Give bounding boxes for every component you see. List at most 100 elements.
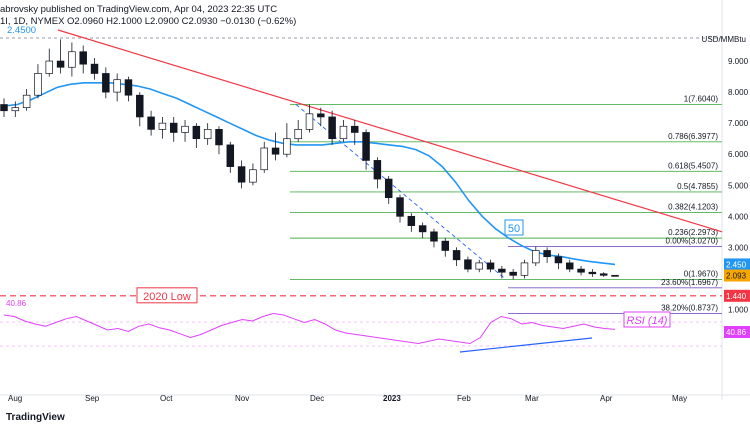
candle-body [384, 178, 393, 199]
candle-body [362, 132, 370, 161]
tradingview-logo: TradingView [6, 412, 65, 423]
candle-body [249, 169, 257, 183]
fib-level-label: 0.618(5.4507) [668, 161, 718, 170]
fib-level-label: 23.60%(1.6967) [661, 278, 718, 287]
candle-body [441, 240, 450, 251]
fib-level-label: 1(7.6040) [684, 94, 719, 103]
candle-body [79, 51, 87, 65]
fib-level-label: 0.786(6.3977) [668, 132, 718, 141]
candle-body [396, 197, 404, 217]
last-price-tag-box [724, 269, 750, 282]
candle-body [339, 125, 348, 140]
rsi-trendline [459, 337, 593, 353]
x-tick-label: May [672, 394, 687, 403]
candle-body [486, 262, 495, 270]
fib-level-label: 0.00%(3.0270) [666, 237, 719, 246]
ma-label-box [504, 219, 524, 236]
candle-body [237, 166, 246, 183]
y-tick-label: 5.000 [728, 181, 749, 190]
x-tick-label: 2023 [383, 394, 401, 403]
last-price-tag: 2.093 [726, 272, 747, 281]
candle-body [260, 147, 268, 171]
rsi-title: RSI (14) [627, 315, 668, 327]
candle-body [0, 104, 8, 112]
candle-body [169, 122, 178, 133]
unit-label: USD/MMBtu [701, 35, 746, 44]
low-2020-label-box [136, 287, 198, 304]
rsi-last-label: 40.86 [726, 328, 747, 337]
x-tick-label: Mar [525, 394, 539, 403]
fib-level-label: 38.20%(0.8737) [661, 303, 718, 312]
candle-body [56, 60, 65, 68]
candle-body [271, 147, 280, 155]
x-tick-label: Oct [160, 394, 173, 403]
candle-body [520, 262, 529, 276]
fib-level-label: 0.236(2.2973) [668, 228, 718, 237]
candle-body [498, 268, 506, 273]
candle-body [351, 125, 359, 133]
rsi-title-box [623, 311, 671, 328]
low-2020-label: 2020 Low [143, 291, 191, 303]
candle-body [34, 73, 42, 96]
candle-body [113, 79, 121, 93]
candle-body [22, 94, 31, 108]
ma-value: 2.4500 [7, 25, 37, 36]
candle-body [283, 138, 291, 155]
candle-body [588, 271, 597, 275]
candle-body [464, 259, 472, 270]
candle-body [509, 271, 517, 276]
candle-body [418, 225, 427, 233]
candle-body [136, 94, 144, 118]
fib-level-label: 0(1.9670) [684, 269, 719, 278]
candle-body [102, 73, 110, 93]
candle-body [90, 63, 99, 74]
candle-body [543, 250, 551, 258]
x-tick-label: Aug [8, 394, 22, 403]
candle-body [45, 60, 54, 74]
candle-body [430, 231, 438, 242]
y-tick-label: 3.000 [728, 243, 749, 252]
candle-body [599, 273, 608, 276]
candle-body [158, 122, 167, 130]
candle-body [532, 250, 540, 264]
y-tick-label: 7.000 [728, 119, 749, 128]
ma-price-tag: 2.450 [726, 260, 747, 269]
candle-body [554, 256, 563, 264]
candle-body [147, 116, 155, 130]
rsi-line [3, 312, 616, 345]
low-price-tag-box [724, 289, 750, 302]
descending-trendline [57, 29, 723, 233]
y-tick-label: 9.000 [728, 57, 749, 66]
x-tick-label: Nov [235, 394, 249, 403]
candle-body [452, 250, 461, 261]
candle-body [475, 262, 483, 270]
candle-body [192, 125, 201, 140]
candle-body [373, 160, 382, 180]
y-tick-label: 1.000 [728, 305, 749, 314]
published-line: abrovsky published on TradingView.com, A… [0, 4, 278, 15]
x-tick-label: Feb [457, 394, 471, 403]
ma-label: 50 [508, 223, 520, 235]
candle-body [294, 129, 302, 140]
x-tick-label: Dec [310, 394, 324, 403]
y-tick-label: 6.000 [728, 150, 749, 159]
rsi-value-label: 40.86 [6, 299, 27, 308]
low-price-tag: 1.440 [726, 292, 747, 301]
x-tick-label: Apr [600, 394, 613, 403]
fib-level-label: 0.5(4.7855) [677, 182, 718, 191]
candle-body [305, 113, 314, 130]
fib-level-label: 0.382(4.1203) [668, 203, 718, 212]
x-tick-label: Sep [85, 394, 100, 403]
candle-body [565, 262, 574, 270]
rsi-last-box [724, 326, 750, 338]
candle-body [68, 51, 76, 68]
candle-body [328, 116, 336, 140]
candle-body [226, 144, 235, 167]
candle-body [215, 129, 223, 146]
candle-body [181, 125, 189, 133]
candle-body [317, 113, 325, 118]
symbol-ohlc-line: 1I, 1D, NYMEX O2.0960 H2.1000 L2.0900 C2… [0, 16, 297, 27]
y-tick-label: 8.000 [728, 88, 749, 97]
